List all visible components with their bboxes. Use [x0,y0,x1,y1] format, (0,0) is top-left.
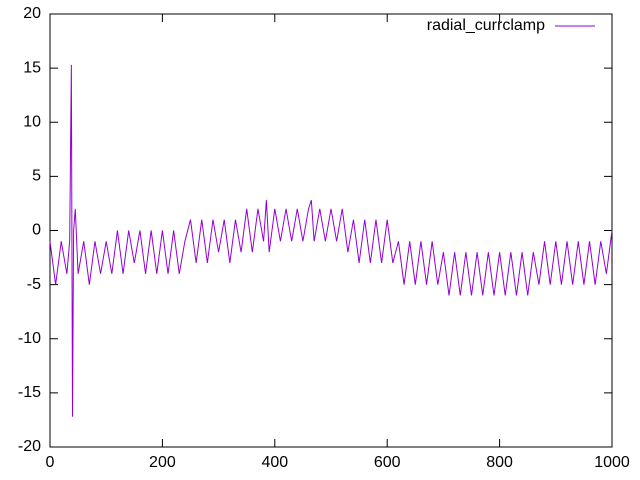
y-tick-label: 10 [23,113,41,130]
y-tick-label: 5 [32,168,41,185]
legend-label: radial_currclamp [427,17,545,34]
x-tick-label: 200 [149,454,176,471]
y-tick-label: 20 [23,5,41,22]
x-tick-label: 800 [486,454,513,471]
plot-border [49,13,613,448]
x-tick-label: 600 [374,454,401,471]
y-tick-label: 15 [23,59,41,76]
x-tick-label: 0 [46,454,55,471]
y-tick-label: -20 [18,438,41,455]
y-tick-label: -15 [18,384,41,401]
y-tick-label: -5 [27,276,41,293]
data-line [49,64,613,417]
x-tick-label: 1000 [594,454,630,471]
y-tick-label: -10 [18,330,41,347]
x-tick-label: 400 [261,454,288,471]
y-tick-label: 0 [32,222,41,239]
